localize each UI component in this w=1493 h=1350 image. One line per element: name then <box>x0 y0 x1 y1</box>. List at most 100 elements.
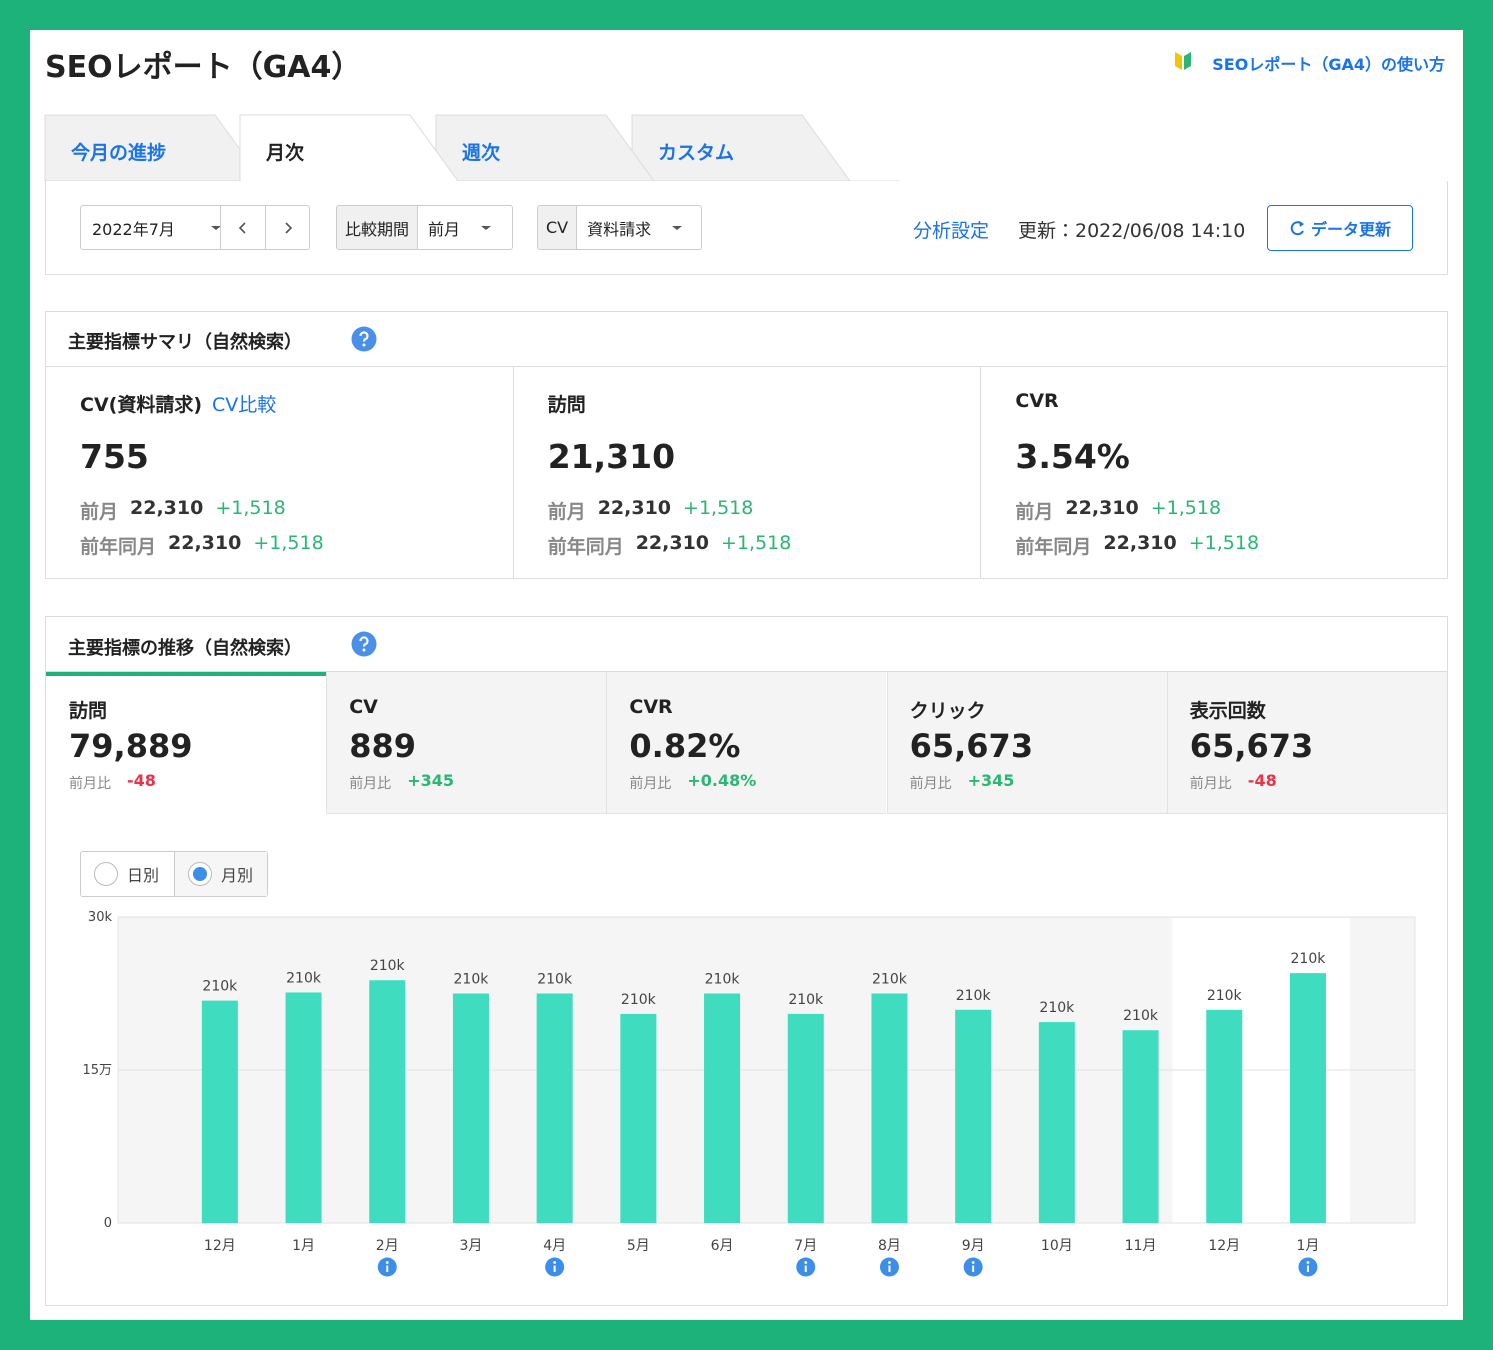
x-tick-label: 2月 <box>376 1238 399 1254</box>
bar <box>369 980 406 1223</box>
metric-tab[interactable] <box>606 672 887 814</box>
value-label: 210k <box>1039 1000 1075 1016</box>
card-label: CVR <box>1015 390 1059 412</box>
compare-select[interactable]: 比較期間 前月 <box>336 205 513 250</box>
x-tick-label: 11月 <box>1125 1238 1157 1254</box>
card-link[interactable]: CV比較 <box>212 394 277 416</box>
prev-button[interactable] <box>236 221 250 235</box>
tab-label[interactable]: カスタム <box>658 142 735 164</box>
x-tick-label: 12月 <box>204 1238 236 1254</box>
bar <box>704 993 741 1223</box>
divider <box>980 367 982 578</box>
help-icon[interactable] <box>351 326 377 352</box>
metric-label: CVR <box>629 696 673 718</box>
value-label: 210k <box>370 958 406 974</box>
card-row: 前月 22,310 +1,518 <box>80 497 286 524</box>
row-diff: +1,518 <box>1188 532 1260 554</box>
metric-label: クリック <box>909 700 986 722</box>
info-icon-dot <box>385 1261 389 1264</box>
tab-bar <box>44 114 900 182</box>
metric-tab[interactable] <box>886 672 1167 814</box>
metric-compare-label: 前月比 <box>349 776 392 792</box>
metric-value: 65,673 <box>909 727 1034 765</box>
settings-link[interactable]: 分析設定 <box>913 220 990 242</box>
info-icon-dot <box>553 1261 557 1264</box>
help-icon[interactable] <box>351 631 377 657</box>
row-value: 22,310 <box>130 497 204 519</box>
row-value: 22,310 <box>1065 497 1139 519</box>
info-icon-dot <box>888 1261 891 1264</box>
x-tick-label: 5月 <box>627 1238 650 1254</box>
metric-label: CV <box>349 696 378 718</box>
metric-diff: +345 <box>967 771 1015 790</box>
next-button[interactable] <box>281 221 295 235</box>
y-tick-label: 15万 <box>82 1063 112 1078</box>
page-title: SEOレポート（GA4） <box>45 50 362 85</box>
tab-label[interactable]: 週次 <box>462 142 501 164</box>
bar <box>285 992 322 1223</box>
bar <box>1122 1030 1159 1223</box>
bar <box>1038 1022 1075 1223</box>
y-tick-label: 30k <box>88 910 113 925</box>
divider <box>45 671 1448 672</box>
value-label: 210k <box>202 979 238 995</box>
divider <box>45 366 1448 367</box>
metric-label: 訪問 <box>69 700 108 722</box>
info-icon-dot <box>971 1261 975 1264</box>
x-tick-label: 6月 <box>711 1238 734 1254</box>
cv-select[interactable]: CV 資料請求 <box>537 205 702 250</box>
bar <box>1289 973 1326 1223</box>
card-label: CV(資料請求) <box>80 394 203 416</box>
value-label: 210k <box>956 988 992 1004</box>
metric-compare-label: 前月比 <box>69 776 111 792</box>
toggle-option[interactable]: 日別 <box>81 852 174 896</box>
bar <box>201 1000 238 1223</box>
row-label: 前月 <box>80 501 119 523</box>
month-select[interactable]: 2022年7月 <box>80 205 310 250</box>
caret <box>211 225 221 230</box>
x-tick-label: 8月 <box>878 1238 901 1254</box>
metric-tab[interactable] <box>326 672 607 814</box>
toggle-label: 日別 <box>127 866 160 885</box>
summary-title: 主要指標サマリ（自然検索） <box>68 332 302 353</box>
value-label: 210k <box>286 970 322 986</box>
toolbar <box>45 181 1448 275</box>
value-label: 210k <box>1291 951 1327 967</box>
value-label: 210k <box>454 972 490 988</box>
y-tick-label: 0 <box>104 1216 112 1231</box>
bar <box>536 993 573 1223</box>
refresh-button[interactable]: データ更新 <box>1267 205 1413 251</box>
toggle-option[interactable]: 月別 <box>174 852 267 896</box>
row-diff: +1,518 <box>253 532 324 554</box>
summary-panel <box>45 311 1448 579</box>
row-label: 前年同月 <box>1015 536 1092 558</box>
tab-label[interactable]: 月次 <box>266 142 305 164</box>
tab-label[interactable]: 今月の進捗 <box>71 142 167 164</box>
metric-tab[interactable] <box>1166 672 1447 814</box>
cv-label: CV <box>538 206 578 249</box>
refresh-label: データ更新 <box>1310 220 1391 239</box>
card-value: 3.54% <box>1015 437 1130 476</box>
card-value: 21,310 <box>547 437 676 476</box>
metric-compare-label: 前月比 <box>909 776 952 792</box>
metric-tab[interactable] <box>46 672 326 814</box>
month-value: 2022年7月 <box>92 219 175 239</box>
metric-value: 65,673 <box>1189 727 1314 765</box>
radio <box>188 862 212 886</box>
help-link[interactable]: SEOレポート（GA4）の使い方 <box>1212 55 1445 74</box>
metric-value: 889 <box>349 727 416 765</box>
caret <box>481 225 492 230</box>
x-tick-label: 1月 <box>1296 1238 1319 1254</box>
compare-value: 前月 <box>428 219 461 239</box>
bar <box>1206 1009 1243 1223</box>
value-label: 210k <box>872 972 908 988</box>
row-value: 22,310 <box>1103 532 1177 554</box>
bar <box>787 1013 824 1223</box>
x-tick-label: 7月 <box>794 1238 817 1254</box>
card-row: 前月 22,310 +1,518 <box>548 497 754 524</box>
x-tick-label: 12月 <box>1208 1238 1240 1254</box>
toggle-label: 月別 <box>221 866 254 885</box>
value-label: 210k <box>621 992 657 1008</box>
